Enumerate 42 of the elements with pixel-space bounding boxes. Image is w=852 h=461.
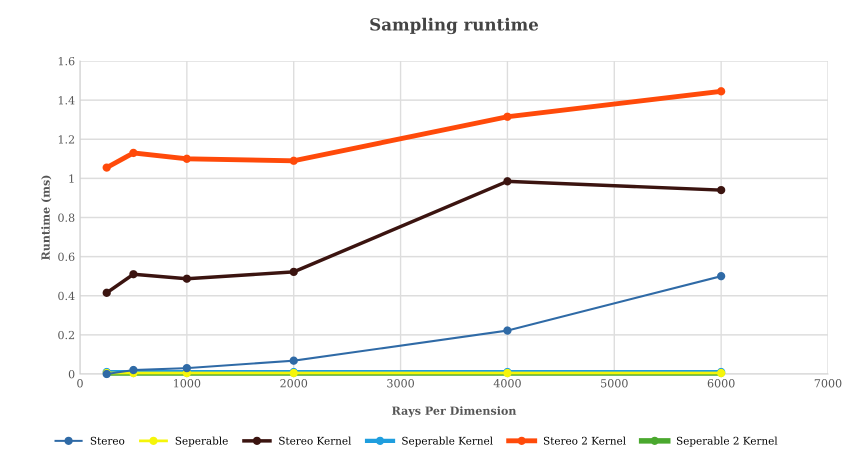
point	[503, 112, 512, 121]
legend-label: Stereo 2 Kernel	[544, 436, 626, 445]
point	[102, 288, 111, 297]
x-tick-label: 7000	[814, 379, 842, 388]
point	[290, 356, 298, 365]
point	[503, 177, 512, 186]
y-tick-label: 1.2	[58, 135, 74, 144]
x-tick-label: 1000	[174, 379, 200, 388]
x-tick-label: 6000	[708, 379, 735, 388]
point	[716, 272, 726, 280]
y-tick-label: 1.6	[58, 56, 74, 66]
y-axis-title: Runtime (ms)	[41, 176, 52, 260]
x-tick-label: 4000	[494, 379, 521, 388]
y-tick-label: 0.2	[58, 330, 74, 340]
y-tick-label: 0	[68, 370, 74, 378]
point	[290, 156, 298, 165]
point	[102, 163, 111, 172]
point	[129, 270, 138, 278]
point	[182, 274, 192, 283]
point	[182, 364, 192, 372]
point	[716, 87, 726, 96]
legend-label: Stereo Kernel	[279, 436, 352, 445]
point	[503, 326, 512, 335]
x-tick-label: 5000	[601, 379, 628, 388]
x-tick-label: 2000	[280, 379, 308, 388]
y-tick-label: 1.4	[58, 96, 75, 105]
y-tick-label: 0.6	[58, 252, 74, 262]
point	[716, 186, 726, 194]
y-tick-label: 0.4	[58, 292, 75, 300]
legend-label: Seperable	[176, 436, 228, 447]
x-tick-label: 3000	[387, 379, 414, 388]
point	[290, 268, 298, 276]
y-tick-label: 1	[69, 174, 74, 183]
point	[182, 154, 192, 163]
chart-title: Sampling runtime	[370, 18, 538, 34]
x-axis-title: Rays Per Dimension	[392, 406, 516, 418]
x-tick-label: 0	[77, 379, 83, 388]
legend-label: Stereo	[90, 436, 124, 445]
legend-label: Seperable 2 Kernel	[676, 436, 778, 447]
y-tick-label: 0.8	[58, 213, 74, 222]
point	[129, 148, 138, 158]
legend-label: Seperable Kernel	[402, 436, 493, 447]
